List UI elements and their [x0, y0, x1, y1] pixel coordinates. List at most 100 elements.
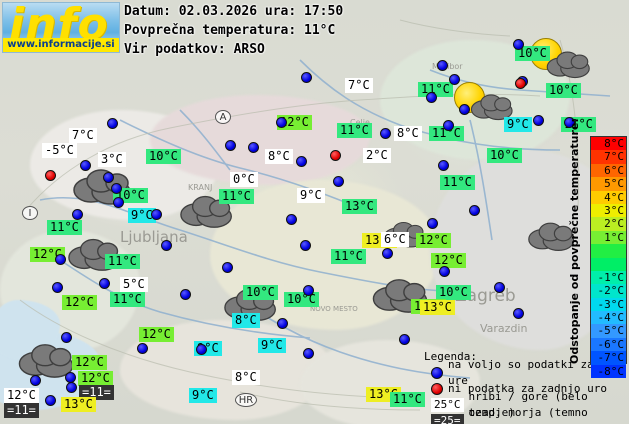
sun-behind-cloud-icon — [452, 82, 513, 122]
station-dot-available[interactable] — [30, 375, 41, 386]
station-dot-available[interactable] — [494, 282, 505, 293]
temperature-label: 0°C — [230, 172, 258, 187]
station-dot-available[interactable] — [161, 240, 172, 251]
color-scale-cell — [591, 257, 626, 271]
station-dot-available[interactable] — [296, 156, 307, 167]
cloud-icon — [469, 92, 516, 125]
temperature-label: 11°C — [105, 254, 140, 269]
station-dot-available[interactable] — [427, 218, 438, 229]
temperature-label: 11°C — [390, 392, 425, 407]
temperature-label: 11°C — [331, 249, 366, 264]
color-scale-cell: 2°C — [591, 217, 626, 231]
station-dot-available[interactable] — [276, 117, 287, 128]
temperature-label: 12°C — [78, 371, 113, 386]
station-dot-missing[interactable] — [45, 170, 56, 181]
temperature-label: 11°C — [337, 123, 372, 138]
station-dot-available[interactable] — [469, 205, 480, 216]
station-dot-missing[interactable] — [515, 78, 526, 89]
station-dot-available[interactable] — [99, 278, 110, 289]
station-dot-available[interactable] — [301, 72, 312, 83]
color-scale-bar: 8°C 7°C 6°C 5°C 4°C 3°C 2°C 1°C -1°C -2°C -3°C -4°C… — [590, 136, 627, 379]
station-dot-available[interactable] — [426, 92, 437, 103]
temperature-label: 8°C — [232, 313, 260, 328]
legend-blue-dot-icon — [431, 367, 443, 379]
station-dot-available[interactable] — [437, 60, 448, 71]
header-info: Datum: 02.03.2026 ura: 17:50 Povprečna t… — [124, 2, 343, 59]
station-dot-available[interactable] — [222, 262, 233, 273]
temperature-label: 10°C — [515, 46, 550, 61]
station-dot-available[interactable] — [438, 160, 449, 171]
station-dot-available[interactable] — [449, 74, 460, 85]
header-average-temperature: Povprečna temperatura: 11°C — [124, 23, 336, 38]
station-dot-available[interactable] — [459, 104, 470, 115]
station-dot-available[interactable] — [137, 343, 148, 354]
station-dot-available[interactable] — [80, 160, 91, 171]
temperature-label: 5°C — [120, 277, 148, 292]
color-scale-cell: -2°C — [591, 284, 626, 298]
color-scale-cell: 1°C — [591, 230, 626, 245]
legend-mountain-swatch: 25°C — [431, 398, 464, 412]
color-scale-cell: 6°C — [591, 163, 626, 178]
station-dot-available[interactable] — [399, 334, 410, 345]
station-dot-available[interactable] — [72, 209, 83, 220]
station-dot-available[interactable] — [439, 266, 450, 277]
station-dot-available[interactable] — [303, 348, 314, 359]
temperature-label: =11= — [4, 403, 39, 418]
station-dot-available[interactable] — [286, 214, 297, 225]
station-dot-available[interactable] — [300, 240, 311, 251]
station-dot-available[interactable] — [66, 382, 77, 393]
station-dot-available[interactable] — [107, 118, 118, 129]
color-scale-cell: -8°C — [591, 364, 626, 379]
station-dot-available[interactable] — [55, 254, 66, 265]
station-dot-available[interactable] — [103, 172, 114, 183]
legend-title: Legenda: — [424, 350, 477, 363]
temperature-label: 10°C — [546, 83, 581, 98]
color-scale-cell: 5°C — [591, 177, 626, 191]
temperature-label: 10°C — [284, 292, 319, 307]
station-dot-available[interactable] — [513, 39, 524, 50]
temperature-label: 10°C — [436, 285, 471, 300]
station-dot-available[interactable] — [180, 289, 191, 300]
station-dot-available[interactable] — [151, 209, 162, 220]
color-scale-cell: -6°C — [591, 337, 626, 352]
station-dot-available[interactable] — [111, 183, 122, 194]
legend-item: ni podatka za zadnjo uro — [431, 381, 629, 397]
station-dot-missing[interactable] — [330, 150, 341, 161]
cloud-icon — [16, 341, 78, 379]
station-dot-available[interactable] — [225, 140, 236, 151]
station-dot-available[interactable] — [380, 128, 391, 139]
legend-item-label: ni podatka za zadnjo uro — [448, 382, 607, 395]
temperature-label: 3°C — [98, 152, 126, 167]
temperature-label: 12°C — [416, 233, 451, 248]
station-dot-available[interactable] — [303, 285, 314, 296]
temperature-label: 13°C — [342, 199, 377, 214]
station-dot-available[interactable] — [196, 344, 207, 355]
temperature-label: 9°C — [258, 338, 286, 353]
temperature-label: 11°C — [440, 175, 475, 190]
station-dot-available[interactable] — [513, 308, 524, 319]
temperature-label: 11°C — [47, 220, 82, 235]
station-dot-available[interactable] — [382, 248, 393, 259]
station-dot-available[interactable] — [564, 117, 575, 128]
cloud-icon — [66, 236, 124, 272]
legend-item: =25= temp. morja (temno ozadje) — [431, 406, 629, 424]
temperature-label: 8°C — [232, 370, 260, 385]
station-dot-available[interactable] — [533, 115, 544, 126]
color-scale-cell: -1°C — [591, 270, 626, 285]
station-dot-available[interactable] — [61, 332, 72, 343]
header-data-source: Vir podatkov: ARSO — [124, 42, 265, 57]
station-dot-available[interactable] — [248, 142, 259, 153]
color-scale-cell: 3°C — [591, 203, 626, 218]
site-logo[interactable]: info www.informacije.si — [2, 2, 120, 53]
station-dot-available[interactable] — [443, 120, 454, 131]
station-dot-available[interactable] — [113, 197, 124, 208]
station-dot-available[interactable] — [277, 318, 288, 329]
temperature-label: 6°C — [381, 232, 409, 247]
station-dot-available[interactable] — [333, 176, 344, 187]
temperature-label: 8°C — [265, 149, 293, 164]
station-dot-available[interactable] — [45, 395, 56, 406]
legend-item-label: hribi / gore (belo ozadje) — [468, 390, 588, 419]
station-dot-available[interactable] — [52, 282, 63, 293]
temperature-label: 9°C — [297, 188, 325, 203]
